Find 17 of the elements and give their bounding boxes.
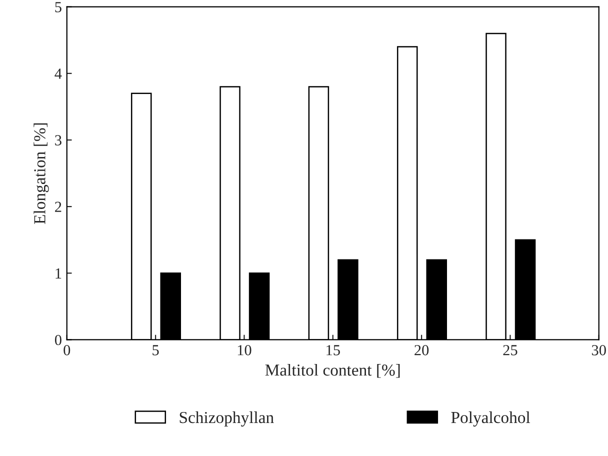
x-tick-label: 15 [326, 345, 340, 356]
y-tick-label: 4 [54, 68, 62, 79]
x-tick-label: 25 [503, 345, 518, 356]
x-tick-label: 30 [592, 345, 606, 356]
y-tick-label: 1 [56, 268, 62, 278]
x-axis-title: Maltitol content [%] [265, 364, 400, 378]
legend-label: Schizophyllan [180, 411, 274, 427]
y-tick-label: 5 [55, 2, 62, 12]
legend-label: Polyalcohol [451, 411, 530, 427]
x-tick-label: 5 [152, 345, 159, 356]
y-tick-label: 0 [54, 334, 62, 346]
y-axis-title: Elongation [%] [34, 123, 49, 224]
x-tick-label: 10 [238, 345, 252, 356]
x-tick-label: 20 [414, 345, 429, 356]
y-tick-label: 3 [55, 135, 62, 146]
x-tick-label: 0 [64, 345, 70, 356]
y-tick-label: 2 [55, 202, 62, 212]
